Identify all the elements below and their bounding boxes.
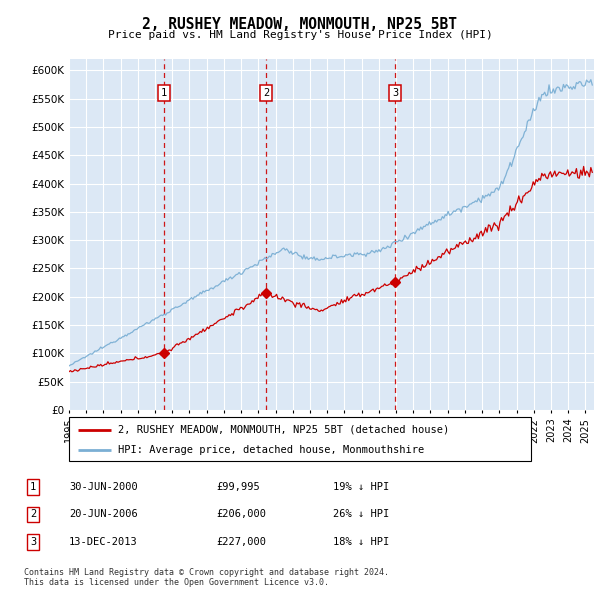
Text: 26% ↓ HPI: 26% ↓ HPI xyxy=(333,510,389,519)
Text: Contains HM Land Registry data © Crown copyright and database right 2024.
This d: Contains HM Land Registry data © Crown c… xyxy=(24,568,389,587)
Text: Price paid vs. HM Land Registry's House Price Index (HPI): Price paid vs. HM Land Registry's House … xyxy=(107,30,493,40)
Text: 13-DEC-2013: 13-DEC-2013 xyxy=(69,537,138,546)
Text: £227,000: £227,000 xyxy=(216,537,266,546)
Text: 2, RUSHEY MEADOW, MONMOUTH, NP25 5BT: 2, RUSHEY MEADOW, MONMOUTH, NP25 5BT xyxy=(143,17,458,31)
Text: 18% ↓ HPI: 18% ↓ HPI xyxy=(333,537,389,546)
Text: £99,995: £99,995 xyxy=(216,482,260,491)
Text: 2: 2 xyxy=(30,510,36,519)
Text: 20-JUN-2006: 20-JUN-2006 xyxy=(69,510,138,519)
Text: 3: 3 xyxy=(392,88,398,98)
Text: 30-JUN-2000: 30-JUN-2000 xyxy=(69,482,138,491)
Text: £206,000: £206,000 xyxy=(216,510,266,519)
Text: HPI: Average price, detached house, Monmouthshire: HPI: Average price, detached house, Monm… xyxy=(118,445,424,455)
Text: 1: 1 xyxy=(160,88,167,98)
Text: 2, RUSHEY MEADOW, MONMOUTH, NP25 5BT (detached house): 2, RUSHEY MEADOW, MONMOUTH, NP25 5BT (de… xyxy=(118,425,449,434)
Text: 2: 2 xyxy=(263,88,269,98)
Text: 1: 1 xyxy=(30,482,36,491)
Text: 3: 3 xyxy=(30,537,36,546)
Text: 19% ↓ HPI: 19% ↓ HPI xyxy=(333,482,389,491)
